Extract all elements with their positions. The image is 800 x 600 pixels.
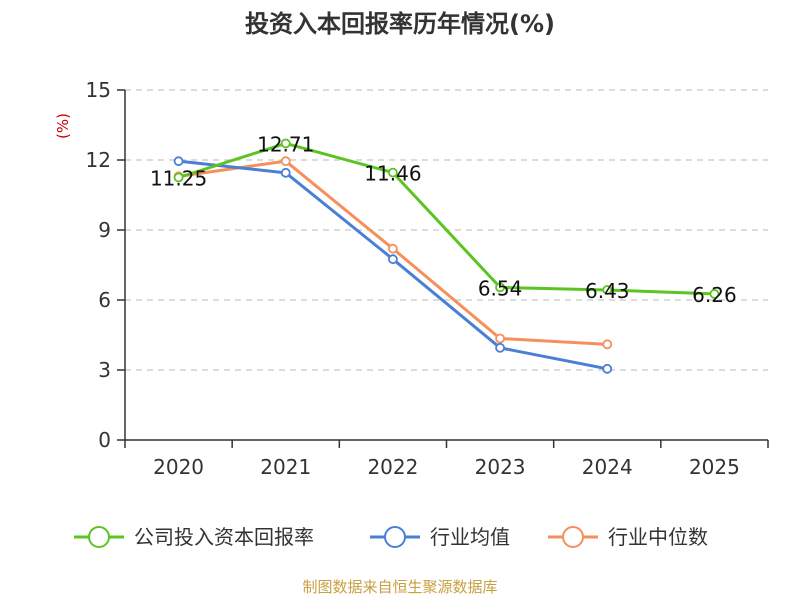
legend-item-2: 行业中位数 [548,525,708,549]
data-label: 11.46 [364,162,421,186]
y-tick-label: 15 [86,78,111,102]
legend-label: 行业中位数 [608,525,708,549]
series-layer [173,138,720,374]
legend-swatch-marker [88,526,110,548]
y-tick-label: 0 [98,428,111,452]
legend-item-1: 行业均值 [370,525,510,549]
data-label: 6.26 [692,283,737,307]
x-tick-label: 2020 [153,455,204,479]
series-point-0 [709,289,720,299]
y-tick-label: 12 [86,148,111,172]
series-point-2 [388,243,398,254]
x-tick-label: 2023 [475,455,526,479]
x-tick-label: 2025 [689,455,740,479]
series-point-2 [495,333,505,344]
series-point-1 [495,342,505,353]
series-point-0 [602,285,613,295]
legend-swatch-marker [384,526,406,548]
legend-label: 公司投入资本回报率 [134,525,314,549]
series-point-1 [280,167,291,178]
legend-swatch-marker [562,526,584,548]
x-tick-label: 2022 [367,455,418,479]
axes: 0 3 6 9 12 15 2020 2021 2022 2023 2024 2025 [86,78,769,479]
series-point-2 [280,156,291,167]
legend-item-0: 公司投入资本回报率 [74,525,314,549]
series-point-1 [388,254,398,265]
series-point-1 [602,363,613,374]
data-label: 6.43 [585,279,630,303]
series-line-0 [178,141,715,296]
y-tick-label: 6 [98,288,111,312]
series-point-0 [280,138,291,149]
series-point-1 [173,156,184,167]
series-point-0 [495,282,505,293]
source-note: 制图数据来自恒生聚源数据库 [302,578,497,596]
y-tick-label: 3 [98,358,111,382]
series-point-2 [602,339,613,350]
chart-title: 投资入本回报率历年情况(%) [245,10,555,38]
data-label: 6.54 [478,276,523,300]
x-tick-label: 2021 [260,455,311,479]
series-point-0 [388,167,398,178]
data-label: 12.71 [257,132,314,156]
legend-label: 行业均值 [430,525,510,549]
x-tick-label: 2024 [582,455,633,479]
y-axis-label: (%) [54,113,72,139]
data-label: 11.25 [150,167,207,191]
series-point-0 [173,172,184,183]
y-tick-label: 9 [98,218,111,242]
data-labels: 11.25 12.71 11.46 6.54 6.43 6.26 [150,132,737,306]
legend: 公司投入资本回报率 行业均值 行业中位数 [74,525,708,549]
series-line-1 [178,159,608,371]
